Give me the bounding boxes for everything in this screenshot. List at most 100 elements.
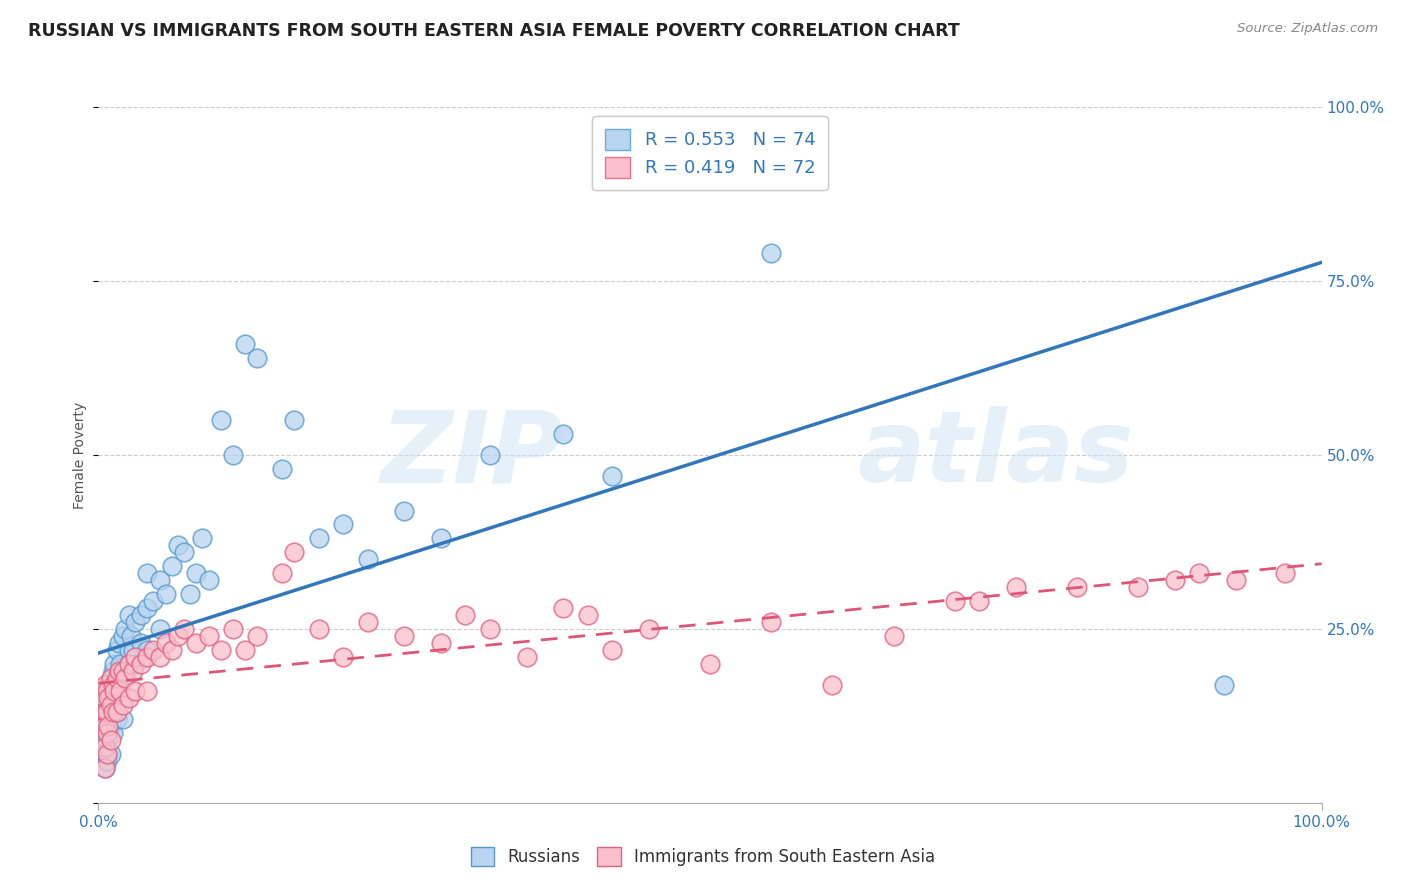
Point	[1225, 573, 1247, 587]
Point	[96, 726, 118, 740]
Point	[1128, 580, 1150, 594]
Point	[93, 677, 115, 691]
Point	[93, 706, 115, 720]
Point	[101, 691, 124, 706]
Point	[576, 607, 599, 622]
Point	[96, 733, 118, 747]
Y-axis label: Female Poverty: Female Poverty	[73, 401, 87, 508]
Point	[222, 448, 245, 462]
Point	[1212, 677, 1234, 691]
Point	[93, 740, 115, 755]
Point	[93, 706, 115, 720]
Point	[101, 664, 124, 678]
Point	[101, 706, 124, 720]
Point	[105, 642, 128, 657]
Point	[308, 532, 330, 546]
Point	[110, 657, 132, 671]
Point	[97, 706, 120, 720]
Point	[93, 719, 115, 733]
Point	[356, 615, 378, 629]
Point	[600, 468, 623, 483]
Point	[93, 733, 115, 747]
Point	[124, 649, 146, 664]
Point	[105, 677, 128, 691]
Point	[129, 636, 152, 650]
Point	[478, 448, 501, 462]
Point	[110, 684, 132, 698]
Point	[149, 649, 172, 664]
Point	[600, 642, 623, 657]
Point	[246, 629, 269, 643]
Point	[93, 691, 115, 706]
Point	[155, 587, 177, 601]
Point	[283, 545, 305, 559]
Point	[136, 684, 159, 698]
Point	[120, 629, 142, 643]
Point	[155, 636, 177, 650]
Point	[105, 671, 128, 685]
Point	[142, 642, 165, 657]
Point	[121, 642, 143, 657]
Point	[118, 691, 141, 706]
Point	[100, 671, 122, 685]
Point	[515, 649, 537, 664]
Point	[160, 642, 183, 657]
Point	[1164, 573, 1187, 587]
Point	[93, 747, 115, 761]
Legend: Russians, Immigrants from South Eastern Asia: Russians, Immigrants from South Eastern …	[463, 838, 943, 875]
Point	[167, 629, 190, 643]
Point	[97, 691, 120, 706]
Point	[96, 706, 118, 720]
Point	[197, 629, 219, 643]
Point	[186, 636, 208, 650]
Point	[454, 607, 477, 622]
Point	[179, 587, 201, 601]
Point	[149, 622, 172, 636]
Point	[1274, 566, 1296, 581]
Point	[103, 657, 125, 671]
Point	[392, 629, 416, 643]
Point	[96, 754, 118, 768]
Point	[233, 336, 256, 351]
Point	[100, 747, 122, 761]
Point	[430, 532, 453, 546]
Point	[114, 622, 136, 636]
Point	[136, 601, 159, 615]
Point	[136, 649, 159, 664]
Legend: R = 0.553   N = 74, R = 0.419   N = 72: R = 0.553 N = 74, R = 0.419 N = 72	[592, 116, 828, 190]
Text: Source: ZipAtlas.com: Source: ZipAtlas.com	[1237, 22, 1378, 36]
Point	[108, 677, 131, 691]
Point	[111, 698, 134, 713]
Point	[761, 246, 783, 260]
Point	[967, 594, 990, 608]
Point	[149, 573, 172, 587]
Point	[332, 517, 354, 532]
Point	[124, 657, 146, 671]
Point	[270, 566, 294, 581]
Point	[270, 462, 294, 476]
Point	[883, 629, 905, 643]
Point	[96, 698, 118, 713]
Point	[118, 657, 141, 671]
Point	[108, 664, 131, 678]
Point	[186, 566, 208, 581]
Point	[699, 657, 721, 671]
Point	[129, 607, 152, 622]
Point	[121, 664, 143, 678]
Point	[821, 677, 844, 691]
Point	[943, 594, 966, 608]
Point	[1004, 580, 1026, 594]
Point	[114, 664, 136, 678]
Point	[246, 351, 269, 365]
Point	[97, 726, 120, 740]
Point	[108, 636, 131, 650]
Point	[136, 566, 159, 581]
Point	[101, 726, 124, 740]
Point	[93, 691, 115, 706]
Text: atlas: atlas	[856, 407, 1133, 503]
Point	[209, 642, 232, 657]
Point	[118, 657, 141, 671]
Point	[103, 684, 125, 698]
Point	[136, 642, 159, 657]
Point	[96, 747, 118, 761]
